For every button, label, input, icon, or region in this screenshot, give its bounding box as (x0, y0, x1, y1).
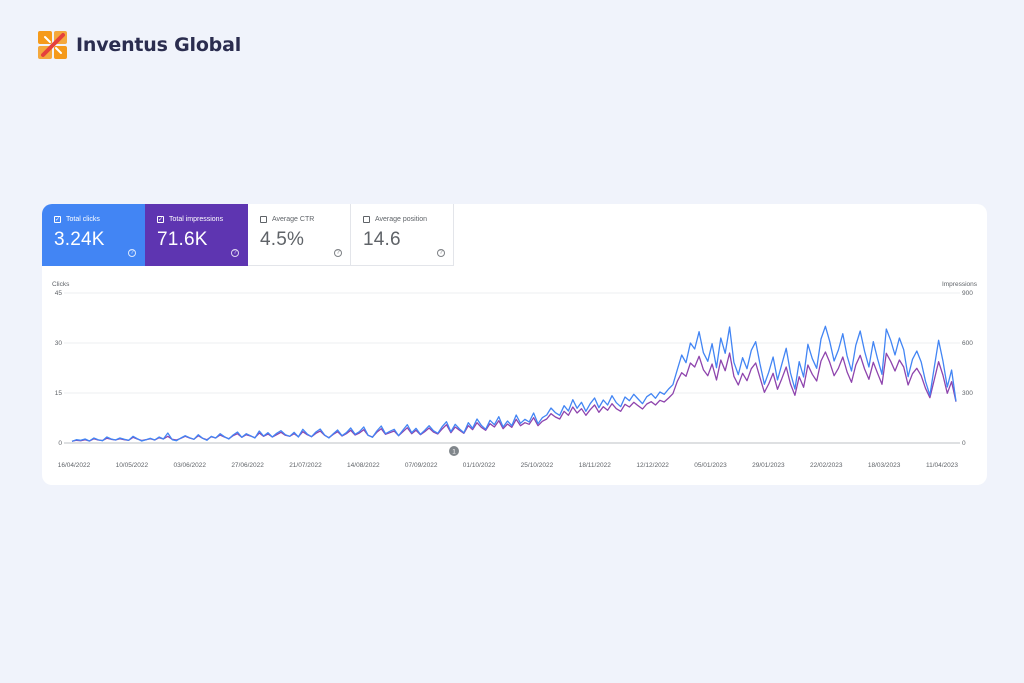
x-tick-label: 14/08/2022 (347, 462, 380, 469)
metric-tiles: ✓ Total clicks 3.24K ? ✓ Total impressio… (42, 204, 454, 266)
x-tick-label: 21/07/2022 (289, 462, 322, 469)
x-tick-label: 18/11/2022 (579, 462, 611, 469)
x-tick-label: 11/04/2023 (926, 462, 958, 469)
metric-value: 71.6K (157, 229, 208, 250)
help-icon[interactable]: ? (437, 249, 445, 257)
x-tick-label: 12/12/2022 (636, 462, 669, 469)
metric-value: 4.5% (260, 229, 305, 250)
annotation-marker[interactable]: 1 (449, 446, 459, 456)
metric-tile-total-impressions[interactable]: ✓ Total impressions 71.6K ? (145, 204, 248, 266)
checkbox-unchecked-icon[interactable] (363, 216, 370, 223)
series-line-impressions (71, 351, 957, 442)
metric-label: Average CTR (272, 216, 315, 223)
annotation-marker-label: 1 (452, 449, 456, 456)
x-tick-label: 27/06/2022 (231, 462, 264, 469)
y-left-tick-label: 30 (55, 340, 63, 347)
brand-name: Inventus Global (76, 34, 242, 56)
checkbox-checked-icon[interactable]: ✓ (54, 216, 61, 223)
metric-value: 3.24K (54, 229, 105, 250)
help-icon[interactable]: ? (231, 249, 239, 257)
y-right-tick-label: 300 (962, 390, 973, 397)
x-tick-label: 01/10/2022 (463, 462, 496, 469)
metric-tile-total-clicks[interactable]: ✓ Total clicks 3.24K ? (42, 204, 145, 266)
x-tick-label: 05/01/2023 (694, 462, 727, 469)
help-icon[interactable]: ? (128, 249, 136, 257)
x-tick-label: 29/01/2023 (752, 462, 785, 469)
x-tick-label: 22/02/2023 (810, 462, 843, 469)
help-icon[interactable]: ? (334, 249, 342, 257)
metric-tile-average-ctr[interactable]: Average CTR 4.5% ? (248, 204, 351, 266)
x-tick-label: 18/03/2023 (868, 462, 901, 469)
y-right-tick-label: 600 (962, 340, 973, 347)
annotation-marker-dot[interactable] (449, 446, 459, 456)
interlocking-squares-icon (38, 31, 67, 59)
performance-chart: Clicks Impressions 0 0 15 300 30 600 45 900 16/0… (52, 281, 978, 469)
y-left-axis-title: Clicks (52, 281, 70, 288)
performance-card: ✓ Total clicks 3.24K ? ✓ Total impressio… (42, 204, 987, 485)
checkbox-unchecked-icon[interactable] (260, 216, 267, 223)
checkbox-checked-icon[interactable]: ✓ (157, 216, 164, 223)
y-right-axis-title: Impressions (942, 281, 978, 288)
metric-value: 14.6 (363, 229, 401, 250)
metric-tile-average-position[interactable]: Average position 14.6 ? (351, 204, 454, 266)
metric-label: Total clicks (66, 216, 100, 223)
y-right-tick-label: 900 (962, 290, 973, 297)
x-tick-label: 16/04/2022 (58, 462, 91, 469)
y-left-tick-label: 15 (55, 390, 63, 397)
y-left-tick-label: 45 (55, 290, 63, 297)
x-tick-label: 03/06/2022 (173, 462, 206, 469)
x-tick-label: 25/10/2022 (521, 462, 554, 469)
grid-lines (64, 292, 960, 444)
x-tick-label: 10/05/2022 (116, 462, 149, 469)
brand: Inventus Global (36, 28, 241, 62)
y-left-tick-label: 0 (58, 440, 62, 447)
series-lines (71, 325, 957, 442)
metric-label: Total impressions (169, 216, 224, 223)
x-tick-label: 07/09/2022 (405, 462, 438, 469)
y-right-tick-label: 0 (962, 440, 966, 447)
axis-ticks: 0 0 15 300 30 600 45 900 16/04/2022 10/05/2022 03/… (55, 290, 973, 469)
metric-label: Average position (375, 216, 428, 223)
series-line-clicks (71, 325, 957, 442)
